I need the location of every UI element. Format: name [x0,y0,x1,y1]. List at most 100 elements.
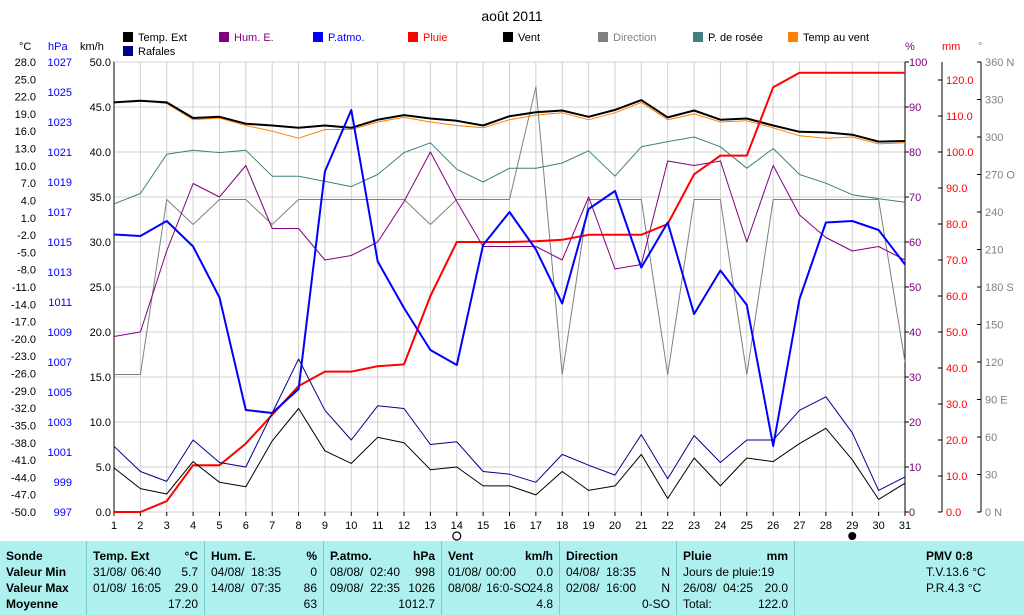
vent-min-value: 0.0 [536,565,553,579]
percent-tick-label: 60 [909,237,921,249]
celsius-tick-label: -32.0 [11,403,36,415]
patmo-max-date: 09/08/ [330,581,364,595]
stats-pmv: PMV 0:8 T.V.13.6 °C P.R.4.3 °C [795,541,1024,615]
percent-tick-label: 0 [909,507,915,519]
pluie-total-value: 122.0 [757,597,788,611]
legend-item-direction: Direction [598,32,656,44]
direction-tick-label: 150 [985,320,1003,332]
svg-text:P.atmo.: P.atmo. [328,32,365,44]
stats-pluie: Pluie mm Jours de pluie: 19 26/08/ 04:25… [677,541,795,615]
hpa-tick-label: 999 [54,477,72,489]
x-tick-label: 1 [111,520,117,532]
percent-tick-label: 50 [909,282,921,294]
series-line-pluie [114,71,905,513]
patmo-min-date: 08/08/ [330,565,364,579]
hum-max-value: 86 [303,581,317,595]
direction-tick-label: 360 N [985,57,1014,69]
celsius-axis-header: °C [19,41,31,53]
x-tick-label: 8 [296,520,302,532]
svg-text:P. de rosée: P. de rosée [708,32,763,44]
mm-tick-label: 120.0 [946,75,974,87]
hum-unit: % [306,549,317,563]
celsius-tick-label: -41.0 [11,455,36,467]
legend-item-hum: Hum. E. [219,32,274,44]
celsius-tick-label: -29.0 [11,386,36,398]
celsius-tick-label: -11.0 [12,282,36,294]
kmh-tick-label: 10.0 [90,417,111,429]
pluie-max-value: 20.0 [764,581,788,595]
sonde-max-label: Valeur Max [6,581,69,595]
legend-item-vent: Vent [503,32,540,44]
patmo-avg-value: 1012.7 [398,597,435,611]
direction-tick-label: 240 [985,207,1003,219]
celsius-tick-label: -5.0 [17,247,36,259]
x-tick-label: 10 [345,520,357,532]
vent-max-value: 24.8 [529,581,553,595]
temp-unit: °C [184,549,198,563]
patmo-max-time: 22:35 [370,581,401,595]
direction-min-time: 18:35 [606,565,637,579]
hpa-tick-label: 1013 [48,267,72,279]
x-tick-label: 26 [767,520,779,532]
kmh-tick-label: 0.0 [96,507,111,519]
direction-tick-label: 210 [985,245,1003,257]
series-line-direction [114,86,906,375]
celsius-tick-label: -47.0 [11,490,36,502]
x-tick-label: 23 [688,520,700,532]
x-tick-label: 19 [582,520,594,532]
statistics-table: Sonde Valeur Min Valeur Max Moyenne Temp… [0,541,1024,615]
mm-tick-label: 90.0 [946,183,967,195]
kmh-axis-header: km/h [80,41,104,53]
celsius-tick-label: -2.0 [17,230,36,242]
direction-tick-label: 300 [985,132,1003,144]
kmh-tick-label: 45.0 [90,102,111,114]
celsius-tick-label: 28.0 [15,57,36,69]
pluie-jours-value: 19 [761,565,775,579]
series-line-vent [113,408,906,500]
celsius-tick-label: 25.0 [15,74,36,86]
direction-tick-label: 30 [985,470,997,482]
stats-hum: Hum. E. % 04/08/ 18:35 0 14/08/ 07:35 86… [205,541,324,615]
vent-header: Vent [448,549,474,563]
pmv-pr: P.R.4.3 °C [926,581,982,595]
percent-tick-label: 80 [909,147,921,159]
x-tick-label: 27 [793,520,805,532]
x-tick-label: 30 [873,520,885,532]
vent-avg-value: 4.8 [536,597,553,611]
day-14-marker [452,531,462,541]
celsius-tick-label: 22.0 [15,92,36,104]
celsius-tick-label: 4.0 [21,195,36,207]
weather-chart: août 2011 °C hPa km/h % mm ° Temp. Ext R… [10,8,1016,541]
pluie-total-label: Total: [683,597,712,611]
series-line-temp-ext [113,99,906,143]
celsius-tick-label: -26.0 [11,369,36,381]
celsius-tick-label: 7.0 [21,178,36,190]
day-29-marker [848,532,857,540]
svg-text:Temp. Ext: Temp. Ext [138,32,187,44]
hpa-tick-label: 997 [54,507,72,519]
direction-tick-label: 330 [985,95,1003,107]
x-tick-label: 29 [846,520,858,532]
x-tick-label: 16 [503,520,515,532]
x-tick-label: 12 [398,520,410,532]
sonde-avg-label: Moyenne [6,597,59,611]
svg-text:Vent: Vent [518,32,540,44]
vent-max-date: 08/08/ [448,581,482,595]
hpa-axis-header: hPa [48,41,68,53]
stats-sonde: Sonde Valeur Min Valeur Max Moyenne [0,541,87,615]
kmh-tick-label: 30.0 [90,237,111,249]
temp-min-date: 31/08/ [93,565,127,579]
direction-tick-label: 180 S [985,282,1014,294]
percent-axis-header: % [905,41,915,53]
legend-item-rosee: P. de rosée [693,32,763,44]
legend-item-pluie: Pluie [408,32,447,44]
vent-unit: km/h [524,549,553,563]
temp-header: Temp. Ext [93,549,150,563]
x-tick-label: 14 [451,520,463,532]
pluie-max-date: 26/08/ [683,581,717,595]
percent-tick-label: 10 [909,462,921,474]
direction-tick-label: 60 [985,432,997,444]
svg-text:Pluie: Pluie [423,32,447,44]
legend-item-rafales: Rafales [123,46,176,58]
stats-patmo: P.atmo. hPa 08/08/ 02:40 998 09/08/ 22:3… [324,541,442,615]
